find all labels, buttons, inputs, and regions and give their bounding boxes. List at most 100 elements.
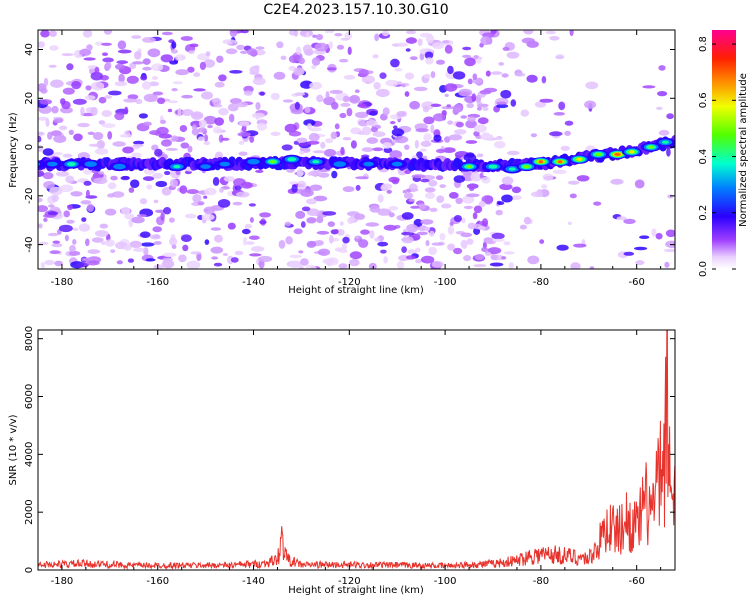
noise-speckle [192,124,197,131]
noise-speckle [140,231,151,238]
noise-speckle [405,48,411,52]
noise-speckle [227,255,234,265]
noise-speckle [48,64,57,68]
noise-speckle [239,121,250,127]
noise-speckle [502,46,510,51]
noise-speckle [203,195,208,199]
noise-speckle [541,76,547,84]
noise-speckle [152,76,159,80]
noise-speckle [172,81,183,85]
noise-speckle [131,216,145,224]
noise-speckle [462,54,472,59]
noise-speckle [634,179,645,189]
noise-speckle [495,209,503,216]
noise-speckle [80,200,92,205]
noise-speckle [444,44,453,54]
noise-speckle [526,74,538,83]
noise-speckle [564,130,571,136]
noise-speckle [501,194,513,203]
noise-speckle [197,136,205,142]
noise-speckle [358,69,369,77]
noise-speckle [147,48,161,58]
noise-speckle [78,223,91,232]
noise-speckle [446,104,452,108]
noise-speckle [288,130,302,137]
x-tick-label: -180 [51,277,74,288]
noise-speckle [473,131,480,137]
noise-speckle [50,79,64,88]
noise-speckle [130,179,140,188]
noise-speckle [171,244,177,249]
noise-speckle [150,234,161,240]
noise-speckle [142,66,152,71]
noise-speckle [666,148,671,157]
noise-speckle [193,72,201,77]
noise-speckle [116,60,128,65]
noise-speckle [143,93,158,103]
noise-speckle [227,222,236,230]
noise-speckle [406,188,412,193]
ridge-peak-contour [247,158,260,165]
colorbar-gradient [712,30,736,269]
noise-speckle [436,59,445,65]
noise-speckle [380,184,389,192]
noise-speckle [51,243,63,248]
noise-speckle [243,90,253,96]
noise-speckle [143,247,149,256]
noise-speckle [424,226,431,232]
noise-speckle [623,251,635,256]
noise-speckle [180,142,190,149]
noise-speckle [39,99,52,105]
noise-speckle [165,147,179,151]
noise-speckle [117,49,132,54]
noise-speckle [82,30,93,38]
noise-speckle [198,119,207,128]
noise-speckle [420,219,434,225]
noise-speckle [473,227,481,235]
noise-speckle [385,79,400,87]
noise-speckle [463,255,472,262]
noise-speckle [506,150,520,156]
noise-speckle [112,141,126,147]
noise-speckle [465,140,478,144]
noise-speckle [476,101,483,105]
x-tick-label: -180 [51,576,74,587]
noise-speckle [370,127,378,133]
noise-speckle [393,125,398,130]
noise-speckle [86,203,94,212]
noise-speckle [187,66,195,73]
noise-speckle [90,106,98,116]
noise-speckle [441,40,450,44]
noise-speckle [51,194,59,203]
noise-speckle [53,118,64,123]
noise-speckle [160,119,167,124]
noise-speckle [372,54,379,59]
noise-speckle [175,69,189,76]
noise-speckle [132,143,144,147]
noise-speckle [415,259,422,264]
noise-speckle [382,208,391,216]
noise-speckle [460,115,468,119]
noise-speckle [658,65,666,71]
noise-speckle [454,129,467,135]
snr-series-line [38,330,675,570]
noise-speckle [305,31,310,38]
noise-speckle [210,246,224,254]
ridge-peak-contour [557,160,563,164]
noise-speckle [38,197,43,203]
noise-speckle [117,40,127,50]
noise-speckle [131,152,142,158]
noise-speckle [282,99,294,103]
noise-speckle [523,216,532,225]
noise-speckle [549,36,560,41]
snr-ticks: -180 -160 -140 -120 -100 -80 -60 0 2000 4000 6000 8… [24,326,675,587]
noise-speckle [511,186,522,194]
noise-speckle [585,81,599,90]
noise-speckle [197,201,205,206]
noise-speckle [197,215,204,220]
noise-speckle [360,229,370,235]
noise-speckle [447,120,453,125]
noise-speckle [309,82,322,90]
noise-speckle [83,57,96,61]
